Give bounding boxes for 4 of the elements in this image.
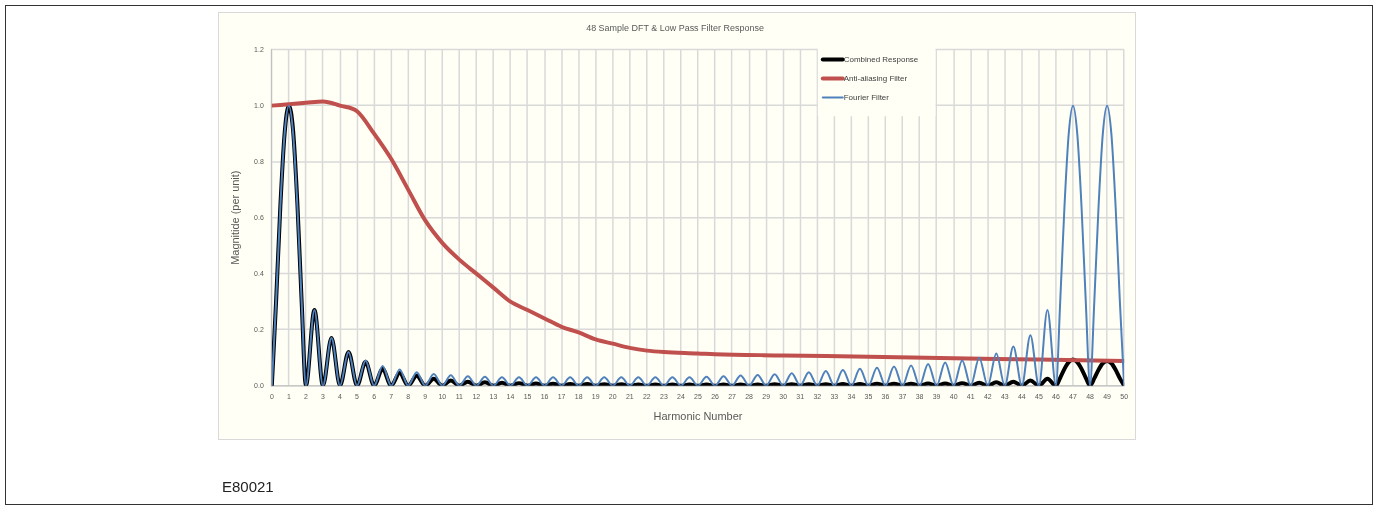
chart-title: 48 Sample DFT & Low Pass Filter Response [586, 22, 764, 33]
y-axis-title: Magnitide (per unit) [228, 170, 241, 265]
x-axis-title: Harmonic Number [653, 409, 743, 422]
text: E80021 [222, 478, 274, 495]
